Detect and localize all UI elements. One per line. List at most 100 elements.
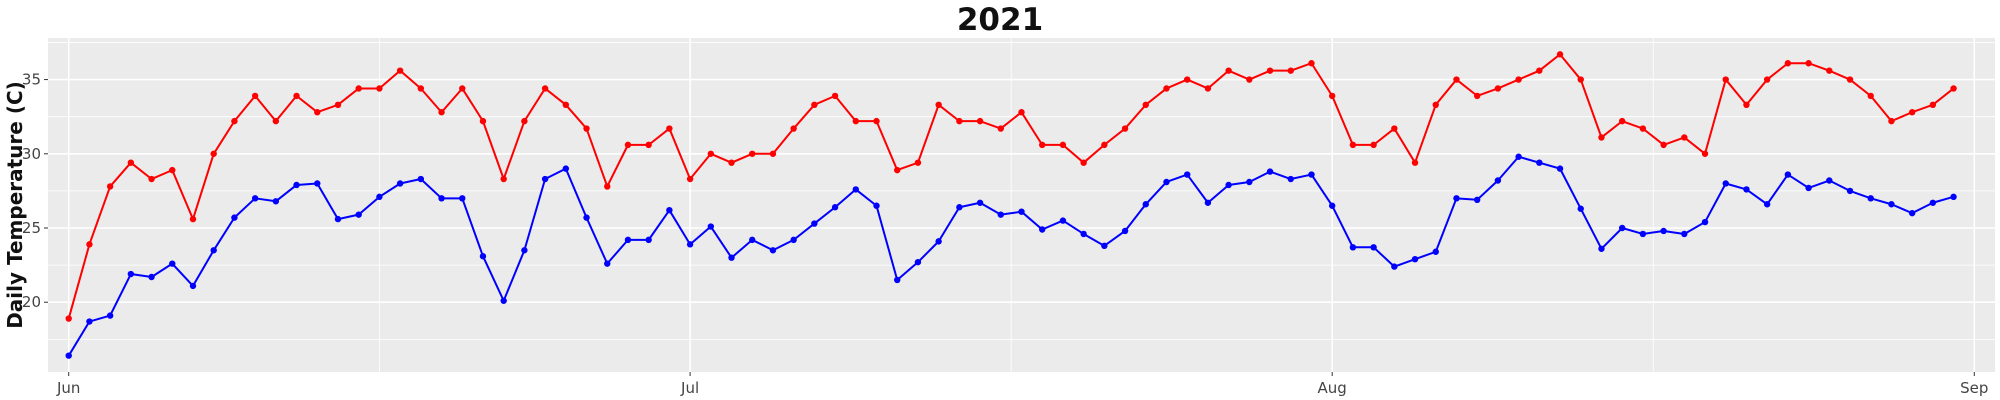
data-point: [1722, 180, 1729, 187]
data-point: [1225, 181, 1232, 189]
data-point: [1018, 109, 1025, 116]
series-line: [67, 155, 1954, 357]
data-point: [1763, 76, 1771, 83]
data-point: [1929, 199, 1937, 206]
plot-panel: [48, 38, 1995, 372]
data-point: [1639, 125, 1647, 132]
data-point: [1701, 150, 1709, 157]
data-point: [1494, 177, 1502, 184]
data-point: [852, 117, 859, 125]
data-point: [1681, 230, 1688, 238]
data-point: [1826, 67, 1833, 74]
data-point: [914, 159, 922, 166]
x-tick-label: Jun: [56, 379, 80, 397]
data-point: [666, 125, 673, 132]
data-point: [686, 241, 694, 248]
data-point: [1411, 159, 1419, 166]
data-point: [894, 276, 901, 284]
data-point: [645, 236, 652, 244]
data-point: [541, 85, 549, 92]
data-point: [956, 204, 963, 211]
data-point: [1908, 109, 1916, 116]
data-point: [127, 159, 135, 166]
chart-title: 2021: [957, 2, 1043, 38]
data-point: [65, 315, 72, 322]
data-point: [459, 85, 466, 92]
data-point: [749, 236, 756, 244]
data-point: [811, 101, 818, 109]
data-point: [1618, 224, 1626, 232]
data-point: [1867, 195, 1874, 202]
data-point: [1266, 168, 1274, 175]
data-point: [1349, 244, 1357, 251]
data-point: [189, 215, 197, 223]
data-point: [562, 165, 570, 172]
data-point: [707, 150, 715, 157]
data-point: [1763, 201, 1771, 208]
data-point: [976, 117, 984, 125]
data-point: [1432, 101, 1439, 109]
data-point: [1432, 248, 1439, 255]
data-point: [210, 247, 217, 254]
data-point: [1577, 76, 1584, 83]
data-point: [1184, 171, 1191, 178]
data-point: [1701, 218, 1709, 226]
data-point: [86, 241, 93, 248]
data-point: [1515, 76, 1522, 83]
data-point: [1391, 125, 1398, 132]
data-point: [790, 236, 797, 244]
data-point: [251, 92, 259, 100]
data-point: [769, 150, 777, 157]
data-point: [873, 117, 880, 125]
data-point: [189, 282, 197, 290]
data-point: [1888, 201, 1895, 208]
data-point: [624, 141, 632, 149]
data-point: [521, 247, 528, 254]
series-1: [65, 153, 1957, 359]
data-point: [1370, 141, 1377, 149]
data-point: [1204, 199, 1212, 206]
data-point: [645, 141, 652, 149]
data-point: [1867, 92, 1874, 100]
data-point: [65, 352, 72, 359]
data-point: [1722, 76, 1729, 83]
data-point: [376, 193, 383, 201]
data-point: [1846, 76, 1854, 83]
data-point: [417, 85, 425, 92]
data-point: [831, 204, 839, 211]
data-point: [583, 125, 590, 132]
data-point: [396, 180, 404, 187]
data-point: [935, 101, 942, 109]
data-point: [1908, 209, 1916, 217]
data-point: [1328, 92, 1336, 100]
data-point: [127, 270, 135, 278]
data-point: [106, 312, 114, 319]
data-point: [728, 159, 735, 166]
data-point: [438, 109, 445, 116]
data-point: [1453, 76, 1460, 83]
data-point: [1059, 141, 1067, 149]
data-point: [914, 258, 922, 266]
data-point: [1950, 85, 1957, 92]
data-point: [1163, 178, 1170, 186]
x-tick-label: Aug: [1318, 379, 1347, 397]
y-tick-label: 30: [22, 145, 41, 163]
data-point: [1039, 226, 1046, 233]
data-point: [1287, 175, 1294, 183]
data-point: [314, 180, 321, 187]
data-point: [521, 117, 528, 125]
data-point: [148, 175, 155, 183]
data-point: [459, 195, 466, 202]
y-tick-label: 35: [22, 71, 41, 89]
data-point: [314, 109, 321, 116]
data-point: [1950, 193, 1957, 201]
data-point: [1846, 187, 1854, 195]
data-point: [1743, 101, 1750, 109]
data-point: [272, 117, 280, 125]
data-point: [1784, 60, 1792, 67]
data-point: [500, 297, 507, 304]
y-axis: 20 25 30 35: [22, 71, 48, 311]
data-point: [1494, 85, 1502, 92]
data-point: [1349, 141, 1357, 149]
data-point: [894, 166, 901, 174]
